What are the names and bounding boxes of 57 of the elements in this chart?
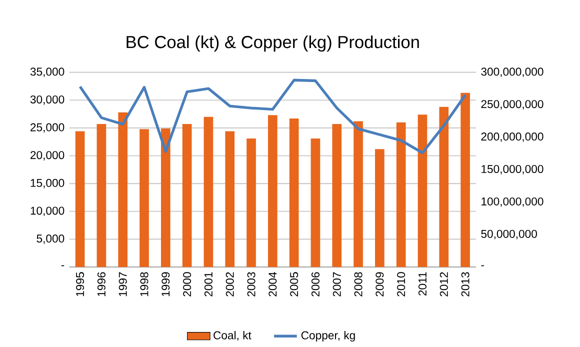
bar (396, 122, 406, 267)
bar (75, 131, 85, 267)
bar (418, 114, 428, 267)
x-tick-label: 2009 (376, 272, 384, 296)
x-tick-label: 2005 (290, 272, 298, 296)
y2-tick-label: - (481, 265, 484, 266)
bar (439, 106, 449, 267)
x-tick-label: 2008 (354, 272, 362, 296)
bar (310, 138, 320, 267)
x-tick-label: 2007 (332, 272, 341, 296)
y-tick-label: 30,000 (30, 95, 64, 105)
chart-title: BC Coal (kt) & Copper (kg) Production (126, 35, 419, 52)
x-tick-label: 2001 (204, 272, 212, 296)
y-tick-label: 5,000 (36, 234, 64, 244)
bar (289, 118, 299, 267)
x-tick-label: 2000 (183, 272, 192, 296)
y2-tick-label: 250,000,000 (481, 100, 544, 110)
x-tick-label: 1998 (140, 272, 148, 296)
x-tick-label: 1999 (162, 272, 170, 296)
y2-tick-label: 300,000,000 (481, 68, 544, 78)
y-tick-label: 10,000 (30, 206, 64, 216)
x-tick-label: 2010 (397, 272, 406, 296)
x-tick-label: 1996 (97, 272, 106, 296)
x-tick-label: 2011 (418, 272, 426, 296)
x-tick-label: 2002 (226, 272, 234, 296)
bar (160, 128, 170, 267)
y-tick-label: 35,000 (30, 68, 64, 78)
x-tick-label: 1997 (118, 272, 127, 296)
bar (140, 129, 149, 267)
bar (460, 92, 470, 267)
bar (96, 124, 106, 267)
y2-tick-label: 50,000,000 (481, 230, 537, 240)
y-tick-label: 20,000 (30, 151, 64, 160)
y2-tick-label: 100,000,000 (482, 197, 544, 207)
legend-label: Coal, kt (214, 330, 252, 341)
bar (118, 112, 128, 267)
y-tick-label: 25,000 (30, 123, 64, 133)
bar (204, 116, 214, 267)
legend-label: Copper, kg (301, 330, 355, 342)
x-tick-label: 2006 (311, 272, 320, 296)
x-tick-label: 2004 (268, 272, 277, 296)
bar (182, 124, 192, 267)
y-tick-label: 15,000 (30, 178, 64, 188)
y2-tick-label: 150,000,000 (482, 164, 544, 174)
bar (268, 115, 278, 267)
bar (332, 124, 342, 267)
line-series (78, 78, 467, 154)
y2-tick-label: 200,000,000 (481, 132, 544, 142)
x-tick-label: 1995 (76, 272, 84, 296)
bar (375, 149, 384, 267)
x-tick-label: 2012 (440, 272, 448, 296)
x-tick-label: 2013 (461, 272, 470, 296)
bar (246, 138, 256, 267)
y-tick-label: - (61, 265, 64, 266)
bar (225, 131, 235, 267)
x-tick-label: 2003 (247, 272, 256, 296)
bar (354, 121, 363, 267)
